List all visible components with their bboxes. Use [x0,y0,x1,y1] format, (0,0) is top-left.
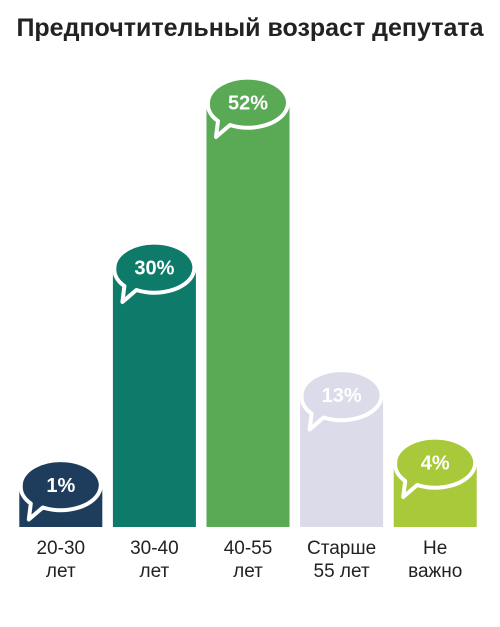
speech-bubble [393,435,478,499]
value-label: 30% [134,257,174,279]
category-label: 40-55 лет [223,538,273,582]
value-label: 1% [46,475,75,497]
chart-title: Предпочтительный возраст депутата [16,14,484,42]
speech-bubble [299,368,384,432]
category-label: Старше 55 лет [307,538,377,582]
speech-bubble [112,240,197,304]
category-label: Не важно [408,538,463,582]
value-label: 13% [322,385,362,407]
bar [112,272,196,527]
category-label: 20-30 лет [36,538,86,582]
speech-bubble [18,458,103,522]
category-label: 30-40 лет [130,538,179,582]
value-label: 4% [421,452,450,474]
value-label: 52% [228,92,268,114]
bar [206,107,290,527]
speech-bubble [205,75,290,139]
